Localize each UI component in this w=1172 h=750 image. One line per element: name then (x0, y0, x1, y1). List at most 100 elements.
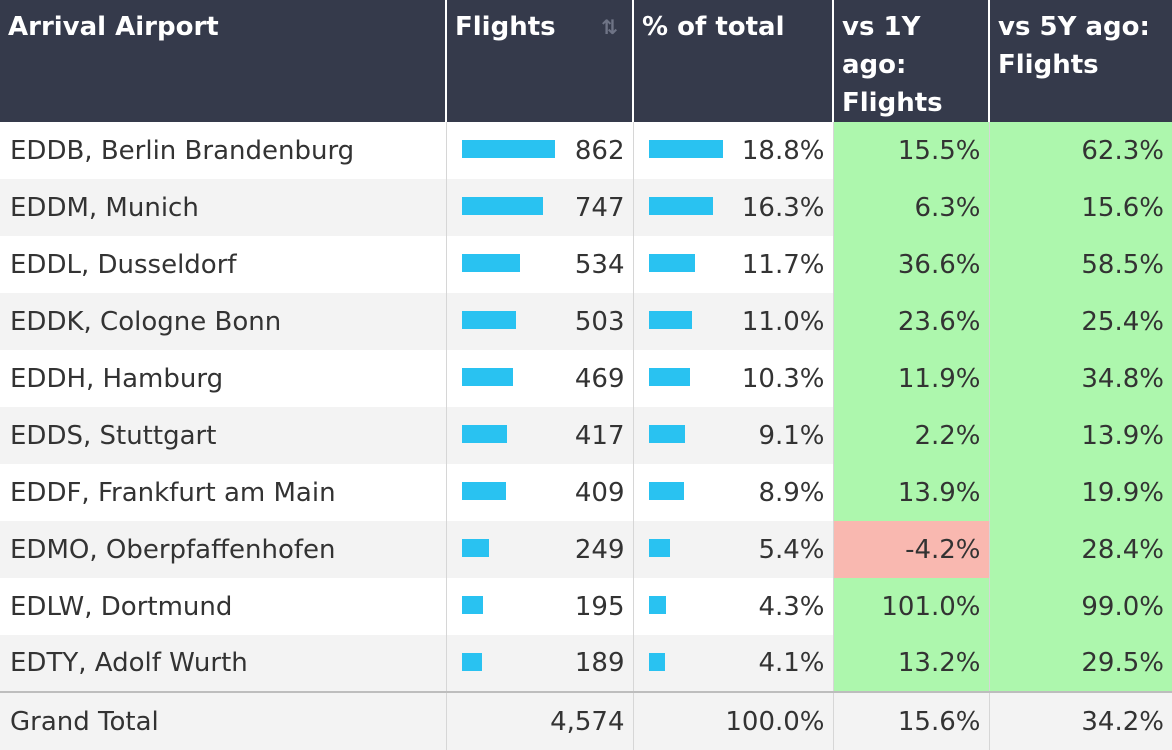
grand-total-pct: 100.0% (633, 691, 834, 750)
vs-5y-cell: 58.5% (989, 236, 1172, 293)
header-vs-1y-line1: vs 1Y ago: (842, 12, 921, 80)
flights-bar (461, 653, 482, 671)
vs-5y-cell: 29.5% (989, 635, 1172, 692)
vs-5y-cell: 19.9% (989, 464, 1172, 521)
flights-cell: 417 (446, 407, 634, 464)
vs-1y-cell: -4.2% (833, 521, 990, 578)
pct-value: 16.3% (741, 192, 825, 223)
vs-1y-cell: 36.6% (833, 236, 990, 293)
pct-bar (648, 254, 695, 272)
flights-bar (461, 539, 489, 557)
vs-1y-cell: 13.9% (833, 464, 990, 521)
pct-cell: 5.4% (633, 521, 834, 578)
flights-value: 409 (574, 477, 625, 508)
flights-value: 249 (574, 534, 625, 565)
table-footer: Grand Total 4,574 100.0% 15.6% 34.2% (0, 691, 1172, 750)
grand-total-vs-5y: 34.2% (989, 691, 1172, 750)
header-vs-5y-ago[interactable]: vs 5Y ago: Flights (989, 0, 1172, 122)
table-header: Arrival Airport Flights ⇅ % of total vs … (0, 0, 1172, 122)
table-row[interactable]: EDDH, Hamburg 469 10.3% 11.9% 34.8% (0, 350, 1172, 407)
vs-1y-cell: 13.2% (833, 635, 990, 692)
header-arrival-airport[interactable]: Arrival Airport (0, 0, 447, 122)
pct-value: 18.8% (741, 135, 825, 166)
pct-bar (648, 197, 713, 215)
airport-cell: EDLW, Dortmund (0, 578, 447, 635)
vs-5y-cell: 34.8% (989, 350, 1172, 407)
vs-5y-cell: 99.0% (989, 578, 1172, 635)
pct-bar (648, 140, 723, 158)
pct-value: 8.9% (758, 477, 825, 508)
flights-bar (461, 140, 555, 158)
pct-cell: 8.9% (633, 464, 834, 521)
header-vs-1y-ago[interactable]: vs 1Y ago: Flights (833, 0, 990, 122)
pct-cell: 16.3% (633, 179, 834, 236)
flights-bar (461, 482, 506, 500)
pct-value: 9.1% (758, 420, 825, 451)
vs-1y-cell: 23.6% (833, 293, 990, 350)
header-vs-5y-line1: vs 5Y ago: (998, 12, 1150, 42)
flights-value: 862 (574, 135, 625, 166)
flights-cell: 747 (446, 179, 634, 236)
vs-1y-cell: 6.3% (833, 179, 990, 236)
airport-cell: EDDH, Hamburg (0, 350, 447, 407)
flights-value: 189 (574, 648, 625, 678)
flights-bar (461, 425, 507, 443)
table-row[interactable]: EDDL, Dusseldorf 534 11.7% 36.6% 58.5% (0, 236, 1172, 293)
flights-cell: 409 (446, 464, 634, 521)
vs-5y-cell: 13.9% (989, 407, 1172, 464)
table-row[interactable]: EDTY, Adolf Wurth 189 4.1% 13.2% 29.5% (0, 635, 1172, 692)
airport-cell: EDDK, Cologne Bonn (0, 293, 447, 350)
vs-5y-cell: 28.4% (989, 521, 1172, 578)
pct-bar (648, 596, 666, 614)
pct-cell: 9.1% (633, 407, 834, 464)
pct-cell: 4.3% (633, 578, 834, 635)
table-row[interactable]: EDDS, Stuttgart 417 9.1% 2.2% 13.9% (0, 407, 1172, 464)
pct-cell: 4.1% (633, 635, 834, 692)
table-body: EDDB, Berlin Brandenburg 862 18.8% 15.5% 62.… (0, 122, 1172, 692)
flights-value: 503 (574, 306, 625, 337)
flights-value: 417 (574, 420, 625, 451)
header-flights[interactable]: Flights ⇅ (446, 0, 634, 122)
airport-cell: EDDL, Dusseldorf (0, 236, 447, 293)
pct-bar (648, 482, 684, 500)
pct-value: 11.7% (741, 249, 825, 280)
table-row[interactable]: EDDM, Munich 747 16.3% 6.3% 15.6% (0, 179, 1172, 236)
airport-cell: EDDF, Frankfurt am Main (0, 464, 447, 521)
grand-total-vs-1y: 15.6% (833, 691, 990, 750)
grand-total-flights: 4,574 (446, 691, 634, 750)
flights-value: 534 (574, 249, 625, 280)
table-row[interactable]: EDDF, Frankfurt am Main 409 8.9% 13.9% 19.9% (0, 464, 1172, 521)
table-row[interactable]: EDLW, Dortmund 195 4.3% 101.0% 99.0% (0, 578, 1172, 635)
grand-total-label: Grand Total (0, 691, 447, 750)
pct-value: 11.0% (741, 306, 825, 337)
pct-bar (648, 368, 690, 386)
pct-cell: 18.8% (633, 122, 834, 179)
flights-value: 469 (574, 363, 625, 394)
pct-cell: 11.7% (633, 236, 834, 293)
table-row[interactable]: EDDB, Berlin Brandenburg 862 18.8% 15.5% 62.… (0, 122, 1172, 179)
airport-cell: EDDS, Stuttgart (0, 407, 447, 464)
flights-cell: 534 (446, 236, 634, 293)
pct-bar (648, 653, 665, 671)
airport-cell: EDMO, Oberpfaffenhofen (0, 521, 447, 578)
flights-bar (461, 368, 513, 386)
flights-cell: 249 (446, 521, 634, 578)
vs-1y-cell: 15.5% (833, 122, 990, 179)
grand-total-row: Grand Total 4,574 100.0% 15.6% 34.2% (0, 691, 1172, 750)
flights-value: 195 (574, 591, 625, 622)
flights-bar (461, 254, 520, 272)
pct-value: 10.3% (741, 363, 825, 394)
vs-5y-cell: 25.4% (989, 293, 1172, 350)
vs-5y-cell: 62.3% (989, 122, 1172, 179)
table-row[interactable]: EDMO, Oberpfaffenhofen 249 5.4% -4.2% 28.4% (0, 521, 1172, 578)
sort-icon[interactable]: ⇅ (601, 15, 618, 39)
header-vs-5y-line2: Flights (998, 50, 1099, 80)
flights-cell: 503 (446, 293, 634, 350)
flights-value: 747 (574, 192, 625, 223)
header-vs-1y-line2: Flights (842, 88, 943, 118)
table-row[interactable]: EDDK, Cologne Bonn 503 11.0% 23.6% 25.4% (0, 293, 1172, 350)
header-flights-label: Flights (455, 12, 556, 42)
vs-5y-cell: 15.6% (989, 179, 1172, 236)
header-percent-of-total[interactable]: % of total (633, 0, 834, 122)
